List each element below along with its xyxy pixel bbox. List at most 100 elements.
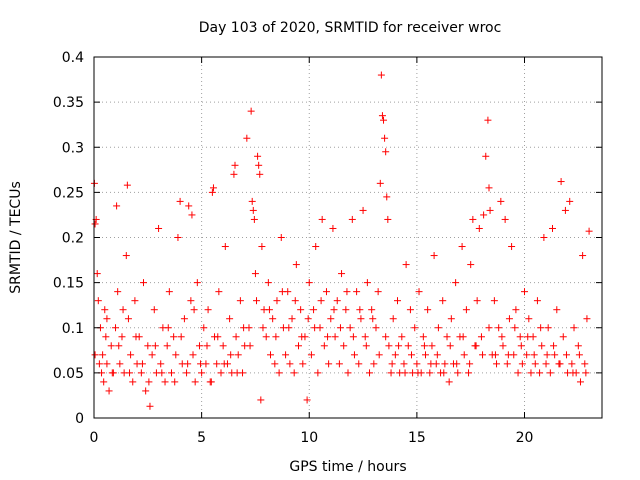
data-point [298,333,306,341]
data-point [477,333,485,341]
data-point [427,360,435,368]
data-point [138,360,146,368]
data-point [426,369,434,377]
data-point [369,315,377,323]
data-point [406,306,414,314]
data-point [548,224,556,232]
data-point [203,342,211,350]
data-point [543,351,551,359]
data-point [453,360,461,368]
data-point [221,243,229,251]
data-point [292,261,300,269]
data-point [469,215,477,223]
data-point [467,261,475,269]
data-point [209,184,217,192]
data-point [413,360,421,368]
data-point [294,342,302,350]
data-point [465,369,473,377]
data-point [132,333,140,341]
data-point [377,71,385,79]
data-point [114,288,122,296]
data-point [439,297,447,305]
data-point [116,360,124,368]
data-point [164,324,172,332]
data-point [158,369,166,377]
data-point [126,369,134,377]
y-tick-label: 0.2 [62,231,84,247]
data-point [536,369,544,377]
data-point [385,342,393,350]
data-point [155,224,163,232]
data-point [282,351,290,359]
data-point [538,342,546,350]
data-point [574,342,582,350]
data-point [183,369,191,377]
data-point [382,333,390,341]
data-point [568,360,576,368]
x-tick-label: 20 [516,430,534,446]
data-point [401,369,409,377]
data-point [343,288,351,296]
data-point [518,360,526,368]
data-point [485,324,493,332]
data-point [248,197,256,205]
y-tick-label: 0.4 [62,50,84,66]
data-point [131,297,139,305]
y-tick-label: 0.3 [62,140,84,156]
data-point [576,378,584,386]
data-point [259,324,267,332]
data-point [103,315,111,323]
data-point [581,360,589,368]
data-point [362,342,370,350]
data-point [368,306,376,314]
data-point [233,369,241,377]
data-point [247,107,255,115]
data-point [433,351,441,359]
data-point [372,324,380,332]
data-point [388,360,396,368]
data-point [452,279,460,287]
data-point [105,387,113,395]
data-point [304,315,312,323]
data-point [303,396,311,404]
data-point [459,333,467,341]
data-point [189,351,197,359]
data-point [275,369,283,377]
chart-title: Day 103 of 2020, SRMTID for receiver wro… [199,20,502,36]
data-point [376,179,384,187]
data-point [366,369,374,377]
data-point [165,288,173,296]
data-point [150,306,158,314]
data-point [271,360,279,368]
data-point [381,134,389,142]
y-tick-label: 0.35 [53,95,84,111]
y-tick-label: 0.15 [53,276,84,292]
data-point [137,369,145,377]
data-point [119,306,127,314]
data-point [537,324,545,332]
data-point [472,342,480,350]
data-point [569,369,577,377]
data-point [232,333,240,341]
data-point [299,360,307,368]
data-point [163,342,171,350]
data-point [329,224,337,232]
x-tick-label: 0 [90,430,99,446]
data-points [90,71,593,410]
data-point [542,360,550,368]
data-point [219,342,227,350]
data-point [540,234,548,241]
data-point [508,243,516,251]
data-point [243,134,251,142]
data-point [484,116,492,124]
data-point [286,360,294,368]
data-point [191,378,199,386]
data-point [124,315,132,323]
data-point [395,342,403,350]
data-point [338,270,346,278]
data-point [144,342,152,350]
data-point [501,215,509,223]
data-point [466,360,474,368]
data-point [447,315,455,323]
data-point [441,360,449,368]
